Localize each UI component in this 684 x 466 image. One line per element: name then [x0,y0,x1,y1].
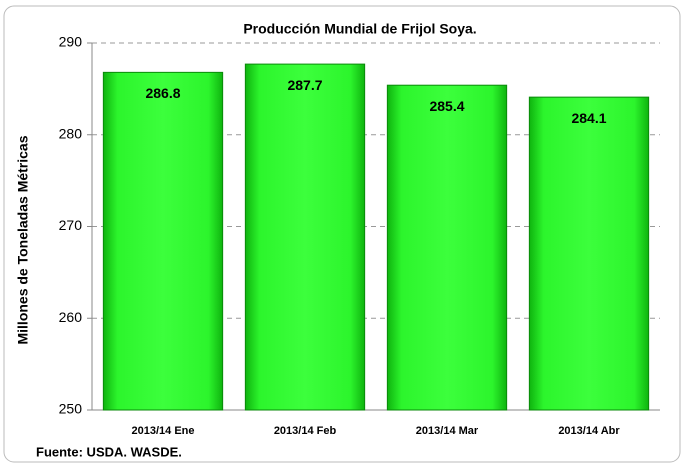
y-axis-label: Millones de Toneladas Métricas [15,135,31,344]
data-label: 285.4 [429,98,464,114]
x-tick-label: 2013/14 Mar [416,425,479,437]
y-tick-label: 280 [59,125,83,141]
bar [528,96,650,411]
y-tick-label: 270 [59,217,83,233]
data-label: 286.8 [145,85,180,101]
y-tick-label: 250 [59,401,83,417]
chart-title: Producción Mundial de Frijol Soya. [243,21,476,37]
bar [386,84,508,411]
data-label: 287.7 [287,77,322,93]
bar [102,71,224,411]
x-tick-label: 2013/14 Abr [558,425,620,437]
y-tick-label: 290 [59,34,83,50]
bar [244,63,366,411]
y-tick-label: 260 [59,309,83,325]
source-note: Fuente: USDA. WASDE. [36,444,182,459]
x-tick-label: 2013/14 Ene [132,425,195,437]
x-tick-label: 2013/14 Feb [274,425,337,437]
data-label: 284.1 [571,110,606,126]
